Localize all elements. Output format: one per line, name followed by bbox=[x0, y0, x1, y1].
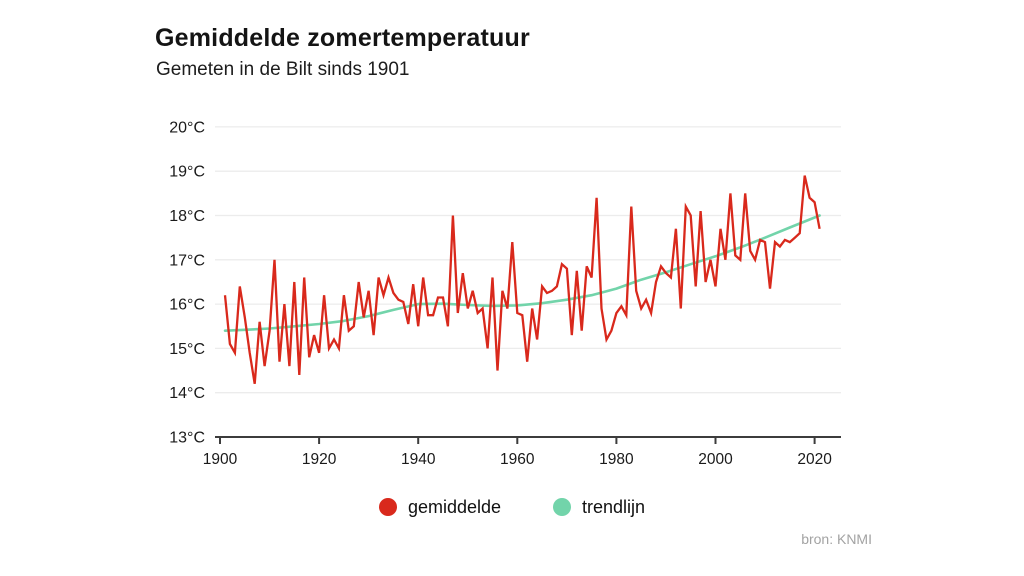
x-tick-label: 2000 bbox=[698, 451, 733, 468]
page-title: Gemiddelde zomertemperatuur bbox=[155, 24, 530, 52]
x-tick-label: 1920 bbox=[302, 451, 337, 468]
y-tick-label: 14°C bbox=[169, 385, 205, 402]
legend-item-average: gemiddelde bbox=[378, 496, 502, 518]
x-tick-label: 1960 bbox=[500, 451, 535, 468]
legend-item-trend: trendlijn bbox=[553, 497, 645, 518]
source-credit: bron: KNMI bbox=[801, 531, 872, 547]
average-line bbox=[223, 175, 821, 384]
average-series-label: gemiddelde bbox=[407, 496, 502, 517]
x-tick-label: 1980 bbox=[599, 451, 634, 468]
trend-line bbox=[223, 214, 821, 333]
y-tick-label: 17°C bbox=[169, 252, 205, 269]
y-tick-label: 18°C bbox=[169, 208, 205, 225]
page-subtitle: Gemeten in de Bilt sinds 1901 bbox=[156, 59, 410, 80]
chart-legend: gemiddelde trendlijn bbox=[0, 492, 1024, 522]
y-tick-label: 16°C bbox=[169, 297, 205, 314]
y-tick-label: 13°C bbox=[169, 430, 205, 447]
y-tick-label: 15°C bbox=[169, 341, 205, 358]
y-tick-label: 20°C bbox=[169, 119, 205, 136]
average-series-dot-icon bbox=[378, 498, 397, 516]
trend-series-label: trendlijn bbox=[582, 496, 646, 517]
y-tick-label: 19°C bbox=[169, 164, 205, 181]
x-tick-label: 2020 bbox=[797, 451, 832, 468]
trend-series-dot-icon bbox=[553, 498, 572, 516]
x-tick-label: 1940 bbox=[401, 451, 436, 468]
x-tick-label: 1900 bbox=[203, 451, 238, 468]
